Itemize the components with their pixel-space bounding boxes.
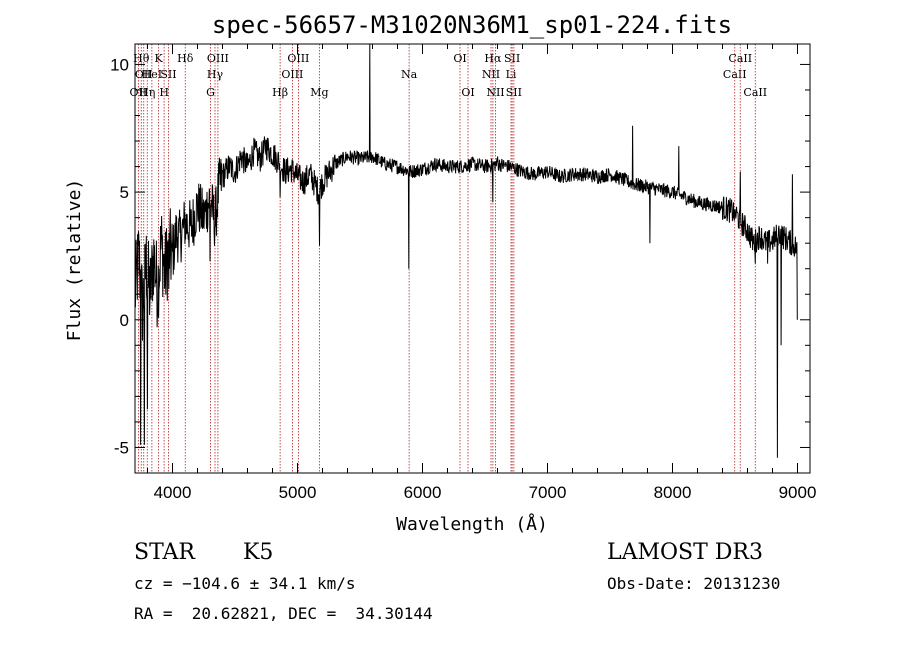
object-class: STAR [134,540,195,565]
y-tick-label: 0 [120,311,129,330]
x-tick-label: 8000 [654,483,692,502]
spectral-line-label: OI [461,86,474,99]
spectral-line-label: Hα [484,52,502,65]
survey-name: LAMOST DR3 [607,540,763,565]
spectral-line-label: Hβ [272,86,288,99]
y-tick-label: 10 [110,55,129,74]
spectral-line-label: SII [506,86,522,99]
emission-line-markers: OIIHθOIIHηHeIKHSIIHδGHγOIIIHβOIIIOIIIMgN… [130,44,767,473]
spectral-line-label: OIII [207,52,229,65]
object-subclass: K5 [243,540,274,565]
spectral-line-label: Hη [139,86,155,99]
observation-date: Obs-Date: 20131230 [607,574,781,593]
spectral-line-label: OII [135,68,153,81]
x-tick-label: 9000 [779,483,817,502]
spectral-line-label: Li [506,68,517,81]
x-tick-label: 4000 [154,483,192,502]
spectral-line-label: OI [453,52,466,65]
spectral-line-label: SII [160,68,176,81]
spectral-line-label: CaII [723,68,747,81]
x-tick-label: 7000 [529,483,567,502]
spectral-line-label: G [206,86,215,99]
spectral-line-label: CaII [728,52,752,65]
y-axis-label: Flux (relative) [64,179,85,342]
spectrum-line [134,43,798,458]
spectral-line-label: H [159,86,169,99]
spectral-line-label: OII [130,86,148,99]
chart-title: spec-56657-M31020N36M1_sp01-224.fits [212,11,732,39]
spectral-line-label: OIII [281,68,303,81]
spectral-line-label: Hγ [207,68,224,81]
spectral-line-label: Hδ [177,52,194,65]
spectral-line-label: Na [401,68,418,81]
x-tick-label: 6000 [404,483,442,502]
spectral-line-label: NII [482,68,500,81]
spectral-line-label: OIII [287,52,309,65]
y-tick-label: 5 [120,183,129,202]
x-axis-label: Wavelength (Å) [396,513,548,535]
axis-ticks: 4000 5000 6000 7000 8000 9000 -5 0 5 10 [110,44,816,502]
spectral-line-label: NII [486,86,504,99]
spectral-line-label: Mg [310,86,328,99]
redshift-readout: cz = −104.6 ± 34.1 km/s [134,574,356,593]
plot-frame [134,43,811,474]
spectral-line-label: HeI [142,68,162,81]
x-tick-label: 5000 [279,483,317,502]
spectral-line-label: CaII [743,86,767,99]
spectral-line-label: SII [504,52,520,65]
coordinates-readout: RA = 20.62821, DEC = 34.30144 [134,604,433,623]
spectral-line-label: Hθ [133,52,150,65]
y-tick-label: -5 [114,438,129,457]
spectral-line-label: K [155,52,164,65]
